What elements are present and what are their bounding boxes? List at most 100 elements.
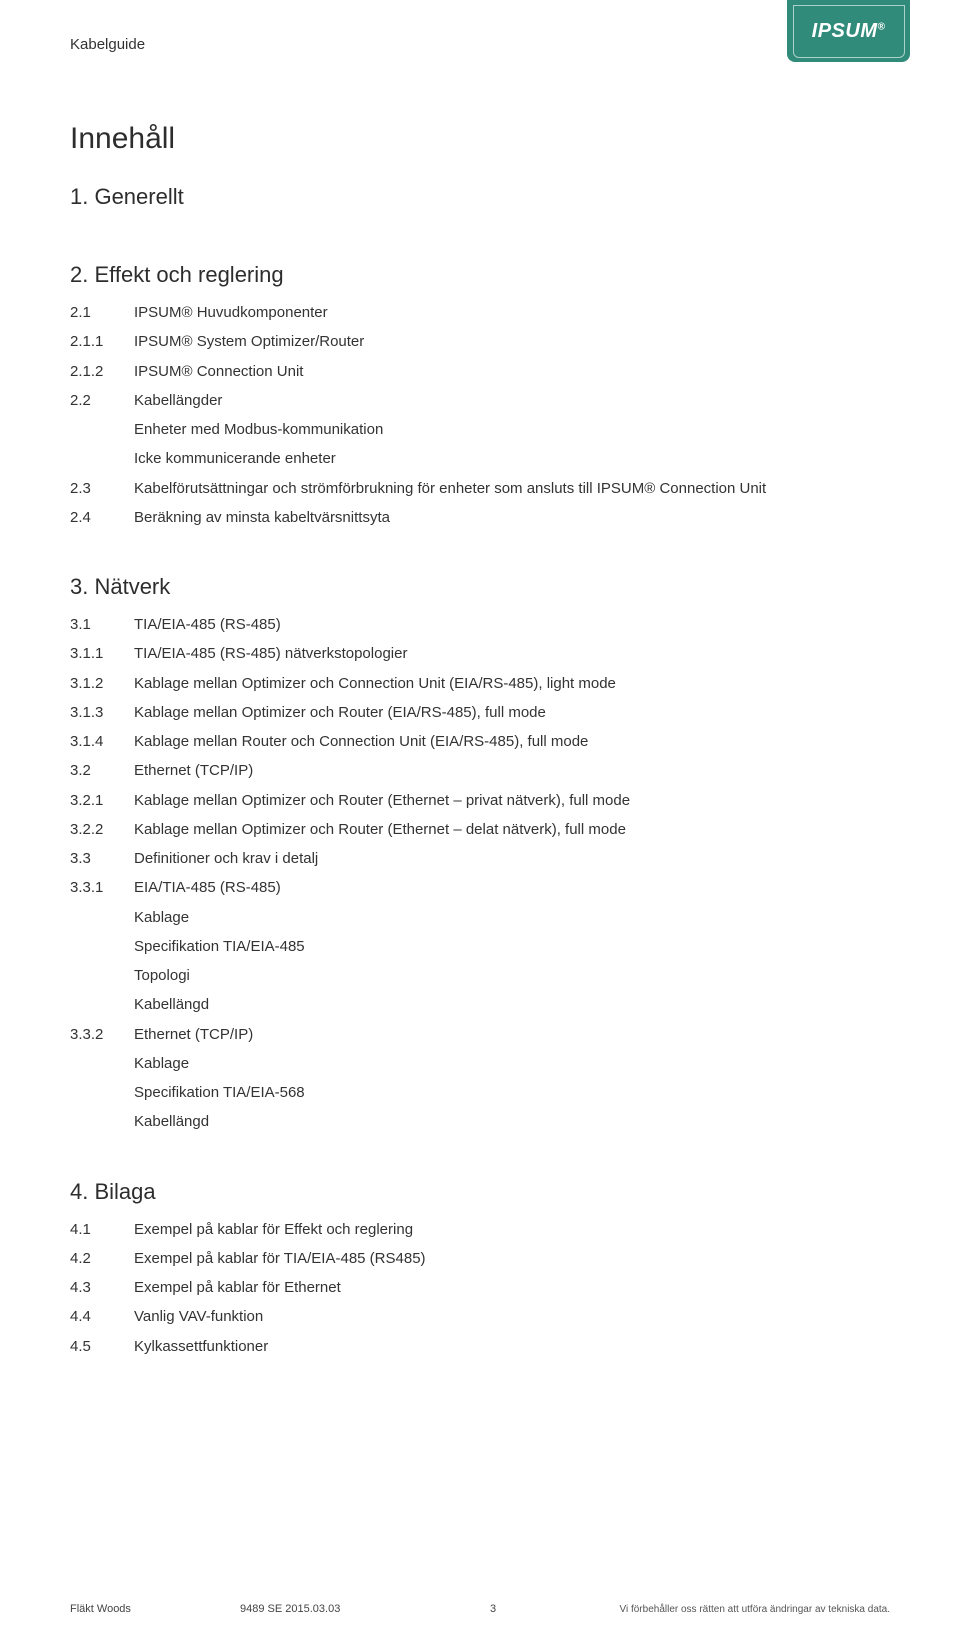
section-head: 4. Bilaga <box>70 1179 890 1205</box>
toc-num: 3.1.1 <box>70 639 134 668</box>
toc-text: Enheter med Modbus-kommunikation <box>70 415 890 444</box>
toc-text: Kablage <box>70 903 890 932</box>
toc-text: TIA/EIA-485 (RS-485) nätverkstopologier <box>134 639 890 668</box>
section-head: 2. Effekt och reglering <box>70 262 890 288</box>
toc-text: Kylkassettfunktioner <box>134 1332 890 1361</box>
brand-name: IPSUM® <box>812 20 886 43</box>
toc-text: Topologi <box>70 961 890 990</box>
toc-text: Specifikation TIA/EIA-568 <box>70 1078 890 1107</box>
toc-num: 3.3.1 <box>70 873 134 902</box>
toc-line: 4.3Exempel på kablar för Ethernet <box>70 1273 890 1302</box>
toc-text: Vanlig VAV-funktion <box>134 1302 890 1331</box>
page: Kabelguide IPSUM® Innehåll 1. Generellt 2… <box>0 0 960 1633</box>
toc-text: EIA/TIA-485 (RS-485) <box>134 873 890 902</box>
toc-line: 4.4Vanlig VAV-funktion <box>70 1302 890 1331</box>
toc-text: Ethernet (TCP/IP) <box>134 1020 890 1049</box>
toc-text: Exempel på kablar för TIA/EIA-485 (RS485… <box>134 1244 890 1273</box>
toc-line: 3.1.1TIA/EIA-485 (RS-485) nätverkstopolo… <box>70 639 890 668</box>
toc-num: 2.3 <box>70 474 134 503</box>
toc-line: 3.1TIA/EIA-485 (RS-485) <box>70 610 890 639</box>
toc-line: 3.1.2Kablage mellan Optimizer och Connec… <box>70 669 890 698</box>
toc-num: 2.2 <box>70 386 134 415</box>
toc-num: 3.1.3 <box>70 698 134 727</box>
footer-right: Vi förbehåller oss rätten att utföra änd… <box>530 1604 890 1615</box>
toc-line: Enheter med Modbus-kommunikation <box>70 415 890 444</box>
toc-line: Icke kommunicerande enheter <box>70 444 890 473</box>
toc-text: Kablage mellan Optimizer och Router (Eth… <box>134 786 890 815</box>
toc-num: 3.2 <box>70 756 134 785</box>
toc-text: Icke kommunicerande enheter <box>70 444 890 473</box>
brand-tab-inner: IPSUM® <box>793 5 905 58</box>
toc-text: Kablage mellan Optimizer och Router (EIA… <box>134 698 890 727</box>
toc-num: 4.2 <box>70 1244 134 1273</box>
toc-line: 2.1IPSUM® Huvudkomponenter <box>70 298 890 327</box>
toc-line: Kabellängd <box>70 990 890 1019</box>
toc-line: 3.2.2Kablage mellan Optimizer och Router… <box>70 815 890 844</box>
footer-page: 3 <box>490 1603 530 1615</box>
toc-text: Exempel på kablar för Effekt och regleri… <box>134 1215 890 1244</box>
toc-text: TIA/EIA-485 (RS-485) <box>134 610 890 639</box>
toc-num: 3.1.4 <box>70 727 134 756</box>
toc-line: 4.2Exempel på kablar för TIA/EIA-485 (RS… <box>70 1244 890 1273</box>
toc-line: 3.3.1EIA/TIA-485 (RS-485) <box>70 873 890 902</box>
toc-text: Beräkning av minsta kabeltvärsnittsyta <box>134 503 890 532</box>
toc-line: 3.1.4Kablage mellan Router och Connectio… <box>70 727 890 756</box>
brand-name-text: IPSUM <box>812 20 878 42</box>
toc-num: 3.2.1 <box>70 786 134 815</box>
toc-line: 2.4Beräkning av minsta kabeltvärsnittsyt… <box>70 503 890 532</box>
toc-text: Ethernet (TCP/IP) <box>134 756 890 785</box>
toc-line: 3.2.1Kablage mellan Optimizer och Router… <box>70 786 890 815</box>
table-of-contents: 1. Generellt2. Effekt och reglering2.1IP… <box>70 184 890 1361</box>
toc-text: Kablage <box>70 1049 890 1078</box>
footer-left: Fläkt Woods <box>70 1603 240 1615</box>
toc-num: 3.1 <box>70 610 134 639</box>
toc-num: 2.4 <box>70 503 134 532</box>
toc-num: 3.3 <box>70 844 134 873</box>
toc-line: 2.2Kabellängder <box>70 386 890 415</box>
toc-line: 2.1.2IPSUM® Connection Unit <box>70 357 890 386</box>
footer-mid: 9489 SE 2015.03.03 <box>240 1603 490 1615</box>
toc-num: 2.1.1 <box>70 327 134 356</box>
toc-text: Kablage mellan Optimizer och Connection … <box>134 669 890 698</box>
toc-text: Kabelförutsättningar och strömförbruknin… <box>134 474 890 503</box>
toc-num: 2.1.2 <box>70 357 134 386</box>
toc-line: 3.1.3Kablage mellan Optimizer och Router… <box>70 698 890 727</box>
doc-label: Kabelguide <box>70 36 145 53</box>
toc-line: 3.3Definitioner och krav i detalj <box>70 844 890 873</box>
toc-line: Kablage <box>70 903 890 932</box>
toc-line: Specifikation TIA/EIA-568 <box>70 1078 890 1107</box>
toc-text: Kabellängder <box>134 386 890 415</box>
toc-line: Topologi <box>70 961 890 990</box>
toc-line: 2.3Kabelförutsättningar och strömförbruk… <box>70 474 890 503</box>
page-title: Innehåll <box>70 122 890 156</box>
toc-text: Kabellängd <box>70 990 890 1019</box>
toc-text: Definitioner och krav i detalj <box>134 844 890 873</box>
toc-text: Exempel på kablar för Ethernet <box>134 1273 890 1302</box>
toc-line: Specifikation TIA/EIA-485 <box>70 932 890 961</box>
toc-line: 2.1.1IPSUM® System Optimizer/Router <box>70 327 890 356</box>
brand-reg: ® <box>877 21 885 32</box>
toc-text: Kabellängd <box>70 1107 890 1136</box>
toc-num: 3.3.2 <box>70 1020 134 1049</box>
brand-tab: IPSUM® <box>787 0 910 62</box>
toc-line: 3.3.2Ethernet (TCP/IP) <box>70 1020 890 1049</box>
toc-text: IPSUM® Connection Unit <box>134 357 890 386</box>
section-head: 1. Generellt <box>70 184 890 210</box>
toc-line: 4.1Exempel på kablar för Effekt och regl… <box>70 1215 890 1244</box>
toc-text: IPSUM® Huvudkomponenter <box>134 298 890 327</box>
header: Kabelguide IPSUM® <box>70 36 890 62</box>
toc-num: 4.4 <box>70 1302 134 1331</box>
toc-num: 4.3 <box>70 1273 134 1302</box>
toc-num: 3.2.2 <box>70 815 134 844</box>
footer: Fläkt Woods 9489 SE 2015.03.03 3 Vi förb… <box>70 1603 890 1615</box>
toc-line: Kabellängd <box>70 1107 890 1136</box>
toc-text: IPSUM® System Optimizer/Router <box>134 327 890 356</box>
toc-num: 4.5 <box>70 1332 134 1361</box>
toc-line: 4.5Kylkassettfunktioner <box>70 1332 890 1361</box>
toc-text: Kablage mellan Router och Connection Uni… <box>134 727 890 756</box>
toc-num: 2.1 <box>70 298 134 327</box>
toc-num: 3.1.2 <box>70 669 134 698</box>
toc-text: Kablage mellan Optimizer och Router (Eth… <box>134 815 890 844</box>
toc-text: Specifikation TIA/EIA-485 <box>70 932 890 961</box>
toc-line: Kablage <box>70 1049 890 1078</box>
